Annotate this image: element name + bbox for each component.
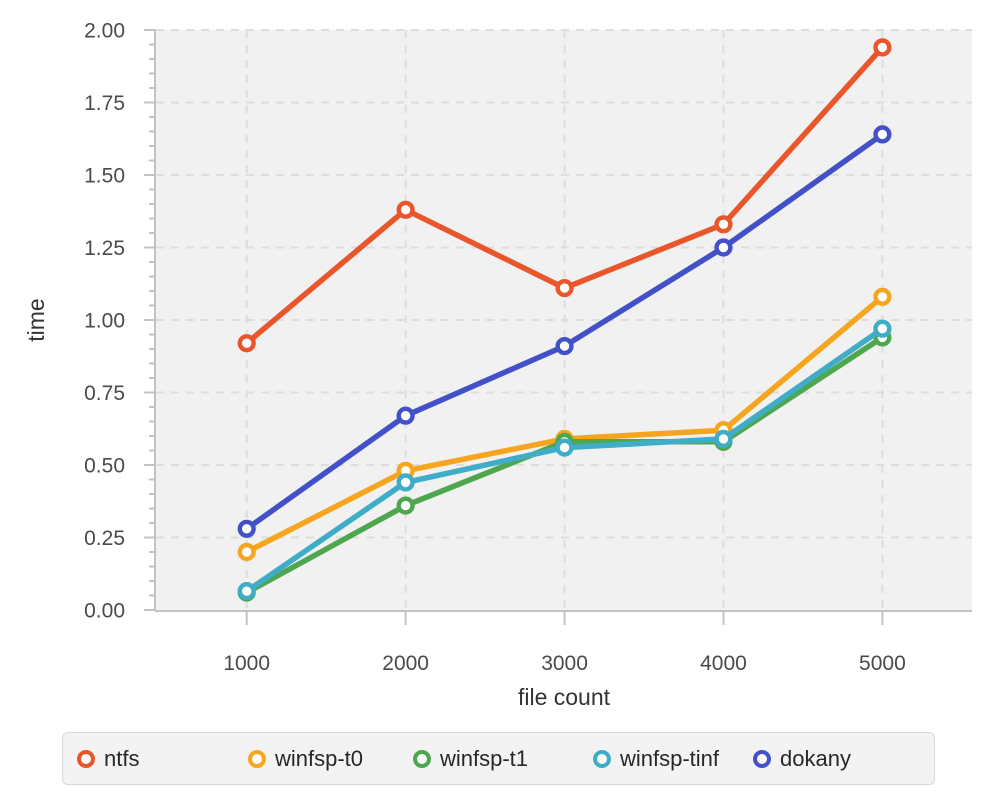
data-point-marker: [873, 125, 892, 144]
y-tick-label: 1.50: [84, 164, 125, 187]
legend-marker-icon: [593, 749, 611, 768]
legend: ntfs winfsp-t0 winfsp-t1 winfsp-tinf dokany: [62, 732, 935, 785]
legend-label: winfsp-t1: [440, 745, 529, 771]
data-point-marker: [396, 473, 415, 492]
data-point-marker: [714, 215, 733, 234]
legend-marker-icon: [248, 749, 266, 768]
legend-marker-icon: [413, 749, 431, 768]
data-point-marker: [873, 319, 892, 338]
legend-label: winfsp-tinf: [620, 745, 720, 771]
series-ntfs: [237, 38, 892, 353]
data-point-marker: [555, 279, 574, 298]
data-point-marker: [237, 542, 256, 562]
data-point-marker: [396, 406, 415, 425]
data-point-marker: [237, 519, 256, 538]
y-tick-label: 0.00: [84, 599, 125, 622]
data-point-marker: [555, 337, 574, 356]
legend-item-ntfs: ntfs: [77, 745, 248, 771]
legend-marker-icon: [753, 749, 771, 768]
x-axis-title: file count: [518, 684, 611, 710]
y-tick-label: 2.00: [84, 19, 125, 42]
y-tick-label: 1.75: [84, 92, 125, 115]
data-point-marker: [396, 200, 415, 219]
data-point-marker: [873, 38, 892, 57]
y-tick-labels: 0.00 0.25 0.50 0.75 1.00 1.25 1.50 1.75 2.00: [84, 19, 125, 622]
series-dokany: [237, 125, 892, 538]
x-tick-label: 2000: [382, 652, 429, 675]
legend-item-dokany: dokany: [753, 745, 851, 771]
y-tick-label: 0.50: [84, 454, 125, 477]
legend-item-winfsp-tinf: winfsp-tinf: [593, 745, 753, 771]
y-tick-label: 1.00: [84, 309, 125, 332]
data-point-marker: [714, 429, 733, 449]
data-point-marker: [555, 438, 574, 457]
data-point-marker: [237, 334, 256, 353]
data-point-marker: [873, 287, 892, 306]
y-tick-label: 0.75: [84, 382, 125, 405]
x-tick-label: 3000: [541, 652, 588, 675]
y-tick-label: 0.25: [84, 527, 125, 550]
data-point-marker: [396, 496, 415, 515]
x-tick-labels: 1000 2000 3000 4000 5000: [223, 652, 905, 675]
x-tick-label: 5000: [859, 652, 906, 675]
y-axis-title: time: [23, 298, 49, 341]
legend-item-winfsp-t0: winfsp-t0: [248, 745, 413, 771]
y-tick-label: 1.25: [84, 237, 125, 260]
legend-label: ntfs: [104, 745, 140, 771]
data-point-marker: [714, 238, 733, 257]
legend-label: dokany: [780, 745, 851, 771]
legend-marker-icon: [77, 749, 95, 768]
x-tick-label: 1000: [223, 652, 270, 675]
series-winfsp-tinf: [237, 319, 892, 601]
data-point-marker: [237, 582, 256, 601]
legend-item-winfsp-t1: winfsp-t1: [413, 745, 593, 771]
line-chart: 0.00 0.25 0.50 0.75 1.00 1.25 1.50 1.75 2.00 1000…: [23, 19, 972, 710]
legend-label: winfsp-t0: [275, 745, 364, 771]
x-tick-label: 4000: [700, 652, 747, 675]
